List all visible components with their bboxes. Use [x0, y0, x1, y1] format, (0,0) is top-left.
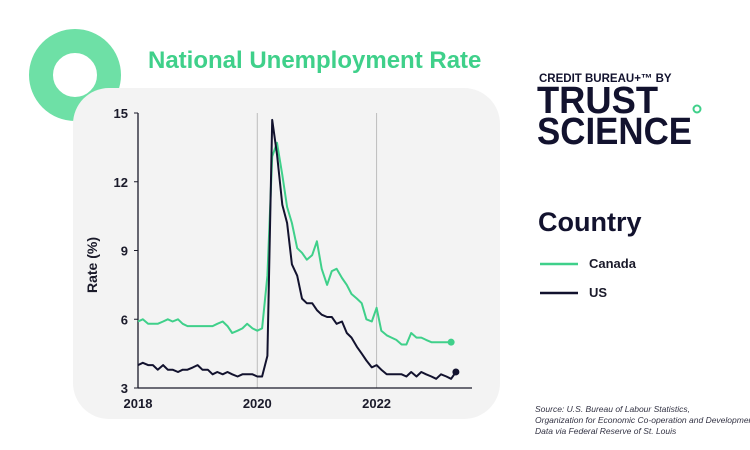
source-line-2: Organization for Economic Co-operation a… — [535, 415, 750, 425]
series-line-us — [137, 118, 457, 380]
y-tick-label-15: 15 — [114, 106, 128, 121]
x-tick-label-2018: 2018 — [124, 396, 153, 411]
series-line-canada — [137, 141, 452, 346]
brand-tagline: CREDIT BUREAU+™ BY — [539, 73, 672, 85]
legend-label-canada: Canada — [589, 256, 637, 271]
series-end-point-canada — [447, 338, 455, 346]
chart-panel — [73, 88, 500, 419]
x-tick-label-2022: 2022 — [362, 396, 391, 411]
y-tick-label-6: 6 — [121, 312, 128, 327]
plot-area: 2018 2020 2022 3 6 9 12 15 — [114, 106, 472, 411]
source-line-1: Source: U.S. Bureau of Labour Statistics… — [535, 404, 690, 414]
legend-title: Country — [538, 207, 642, 237]
brand-logo: CREDIT BUREAU+™ BY TRUST SCIENCE — [537, 73, 702, 153]
source-note: Source: U.S. Bureau of Labour Statistics… — [535, 404, 750, 436]
y-tick-label-12: 12 — [114, 175, 128, 190]
x-tick-label-2020: 2020 — [243, 396, 272, 411]
source-line-3: Data via Federal Reserve of St. Louis — [535, 426, 677, 436]
y-tick-label-3: 3 — [121, 381, 128, 396]
y-axis-label: Rate (%) — [84, 237, 100, 293]
decorative-ring-icon — [29, 29, 121, 121]
chart-title: National Unemployment Rate — [148, 47, 481, 74]
legend-label-us: US — [589, 285, 607, 300]
legend: Country Canada US — [538, 207, 642, 300]
brand-word-trust: TRUST — [537, 80, 658, 122]
y-tick-label-9: 9 — [121, 244, 128, 259]
brand-word-science: SCIENCE — [537, 111, 692, 153]
series-end-point-us — [452, 368, 460, 376]
brand-dot-icon — [692, 104, 702, 114]
